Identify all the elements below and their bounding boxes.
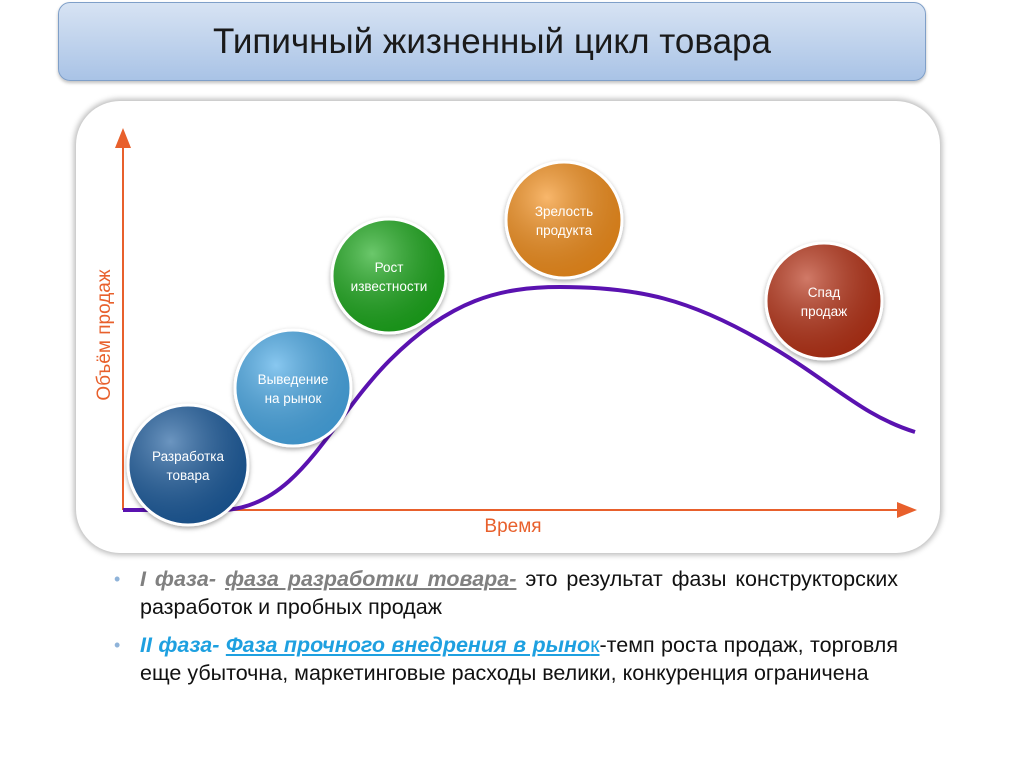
phase-1-name: фаза разработки товара- [224, 567, 517, 591]
stage-label: на рынок [265, 391, 322, 406]
phase-1-text: это результат фазы конструкторских разра… [140, 567, 898, 619]
stage-label: Зрелость [535, 204, 593, 219]
stage-label: Рост [375, 260, 404, 275]
stage-circle-shine [236, 331, 350, 445]
phase-2-text: -темп роста продаж, торговля еще убыточн… [140, 633, 898, 685]
sales-curve [123, 284, 916, 512]
y-axis-label: Объём продаж [94, 269, 115, 400]
stage-label: Спад [808, 285, 841, 300]
phase-2-name[interactable]: Фаза прочного внедрения в рыно [225, 633, 591, 657]
stage-circle: Зрелость продукта [504, 160, 624, 280]
stage-circle-shine [767, 244, 881, 358]
stage-label: продаж [801, 304, 847, 319]
stage-circle: Рост известности [330, 217, 448, 335]
x-axis-label: Время [484, 516, 541, 537]
bullet-phase-1: • I фаза- фаза разработки товара- это ре… [112, 566, 898, 621]
stage-circle-shine [507, 163, 621, 277]
stage-label: товара [166, 468, 210, 483]
stage-label: продукта [536, 223, 593, 238]
bullet-dot-icon: • [114, 635, 121, 655]
stage-circle-shine [129, 406, 247, 524]
stage-label: Выведение [258, 372, 329, 387]
slide-title: Типичный жизненный цикл товара [213, 21, 771, 61]
y-axis-arrow-icon [115, 128, 131, 148]
bullet-dot-icon: • [114, 569, 121, 589]
title-banner: Типичный жизненный цикл товара [58, 2, 926, 81]
x-axis-arrow-icon [897, 502, 917, 518]
phase-2-label: II фаза- [140, 633, 220, 657]
stage-label: известности [351, 279, 428, 294]
stage-circle: Спад продаж [764, 241, 884, 361]
stage-circle-shine [333, 220, 445, 332]
stage-circle: Разработка товара [126, 403, 250, 527]
stage-label: Разработка [152, 449, 224, 464]
bullet-list: • I фаза- фаза разработки товара- это ре… [112, 566, 898, 698]
phase-1-label: I фаза- [140, 567, 216, 591]
bullet-phase-2: • II фаза- Фаза прочного внедрения в рын… [112, 632, 898, 687]
stage-circle: Выведение на рынок [233, 328, 353, 448]
phase-2-link-tail[interactable]: к [590, 633, 600, 657]
